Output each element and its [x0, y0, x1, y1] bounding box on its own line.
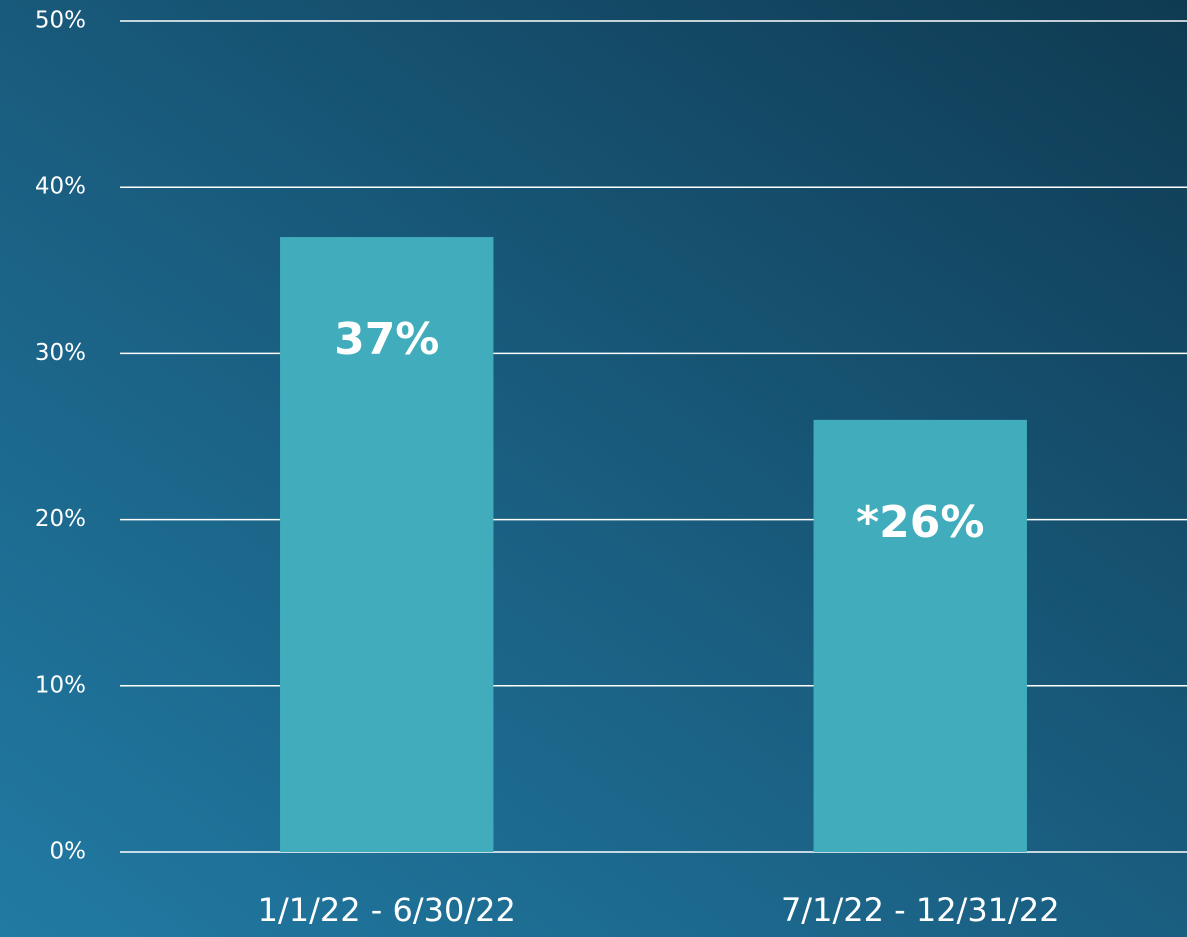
x-tick-label: 7/1/22 - 12/31/22	[781, 891, 1060, 929]
value-label: 37%	[334, 314, 439, 365]
y-tick-label: 40%	[35, 174, 86, 200]
bar	[813, 419, 1027, 852]
y-tick-label: 20%	[35, 506, 86, 532]
value-label: *26%	[856, 497, 984, 548]
y-tick-label: 50%	[35, 8, 86, 34]
bar	[280, 237, 494, 852]
y-tick-label: 10%	[35, 672, 86, 698]
y-tick-label: 30%	[35, 340, 86, 366]
y-tick-label: 0%	[50, 839, 87, 865]
x-tick-label: 1/1/22 - 6/30/22	[258, 891, 516, 929]
